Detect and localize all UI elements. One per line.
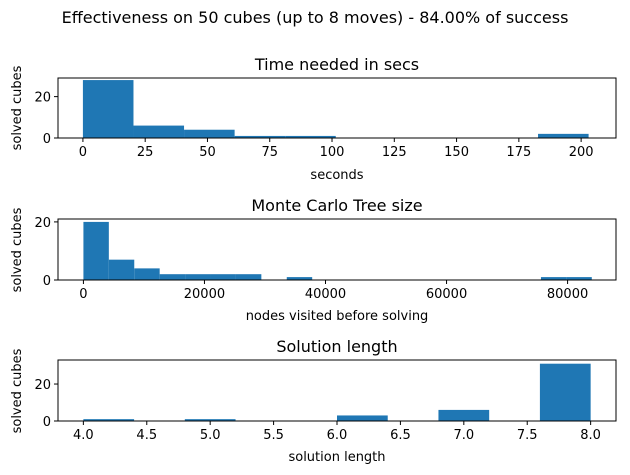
chart-tree-size-xtick-label-0: 0: [79, 287, 87, 302]
chart-tree-size-bar-6: [235, 274, 262, 280]
chart-solution-length-xtick-label-2: 5.0: [200, 428, 221, 443]
chart-time-xtick-label-3: 75: [261, 145, 278, 160]
chart-tree-size-xtick-label-4: 80000: [547, 287, 588, 302]
chart-tree-size-ytick-label-0: 0: [43, 274, 51, 289]
chart-time-bar-2: [184, 129, 235, 138]
chart-solution-length-xtick-label-3: 5.5: [263, 428, 284, 443]
chart-time-xtick-label-5: 125: [382, 145, 407, 160]
chart-solution-length-bar-5: [337, 415, 388, 421]
chart-time-bars: [82, 80, 589, 138]
chart-time-y-axis: 0 20: [34, 91, 58, 147]
chart-time-xtick-label-1: 25: [137, 145, 154, 160]
chart-tree-size-bar-18: [540, 277, 567, 280]
chart-solution-length: Solution length 4.0 4.5 5.0 5.5 6.0 6.5 7.0 7.5…: [10, 337, 617, 465]
chart-time-title: Time needed in secs: [254, 55, 419, 74]
chart-solution-length-xtick-label-4: 6.0: [327, 428, 348, 443]
chart-solution-length-xtick-label-6: 7.0: [453, 428, 474, 443]
chart-solution-length-title: Solution length: [276, 337, 397, 356]
chart-time-xlabel: seconds: [310, 168, 363, 183]
chart-time-ylabel: solved cubes: [10, 65, 25, 150]
chart-solution-length-plot-frame: [57, 359, 617, 422]
chart-tree-size-xtick-label-1: 20000: [184, 287, 225, 302]
chart-solution-length-x-axis: 4.0 4.5 5.0 5.5 6.0 6.5 7.0 7.5 8.0: [73, 421, 601, 443]
chart-tree-size-ylabel: solved cubes: [10, 207, 25, 292]
chart-tree-size-xtick-label-3: 60000: [426, 287, 467, 302]
chart-solution-length-xtick-label-8: 8.0: [580, 428, 601, 443]
chart-time-bar-3: [234, 135, 286, 138]
chart-tree-size-bar-5: [210, 274, 236, 280]
chart-time: Time needed in secs 0 25 50 75 100 125 150 175 2…: [10, 55, 617, 183]
chart-time-bar-1: [133, 125, 185, 138]
figure-title: Effectiveness on 50 cubes (up to 8 moves…: [62, 8, 569, 27]
chart-tree-size-bar-0: [83, 221, 109, 280]
chart-time-bar-9: [538, 133, 589, 138]
chart-time-bar-0: [82, 80, 134, 138]
chart-tree-size-bar-4: [185, 274, 211, 280]
chart-time-ytick-label-0: 0: [43, 132, 51, 147]
chart-tree-size-title: Monte Carlo Tree size: [251, 196, 422, 215]
chart-solution-length-ytick-label-0: 0: [43, 415, 51, 430]
chart-time-bar-4: [285, 135, 336, 138]
chart-time-ytick-label-1: 20: [34, 91, 51, 106]
chart-time-x-axis: 0 25 50 75 100 125 150 175 200: [79, 138, 594, 160]
chart-solution-length-ytick-label-1: 20: [34, 378, 51, 393]
chart-tree-size-ytick-label-1: 20: [34, 216, 51, 231]
chart-solution-length-ylabel: solved cubes: [10, 348, 25, 433]
chart-solution-length-xtick-label-1: 4.5: [136, 428, 157, 443]
chart-time-xtick-label-2: 50: [199, 145, 216, 160]
chart-solution-length-xtick-label-0: 4.0: [73, 428, 94, 443]
chart-tree-size-bar-8: [286, 277, 313, 280]
chart-time-xtick-label-6: 150: [444, 145, 469, 160]
chart-solution-length-xlabel: solution length: [288, 450, 385, 465]
chart-time-xtick-label-8: 200: [569, 145, 594, 160]
chart-tree-size-bar-2: [134, 268, 160, 280]
chart-solution-length-bar-9: [539, 363, 591, 421]
chart-time-plot-frame: [57, 77, 617, 139]
chart-time-xtick-label-7: 175: [506, 145, 531, 160]
chart-tree-size-x-axis: 0 20000 40000 60000 80000: [79, 280, 588, 302]
chart-time-xtick-label-0: 0: [79, 145, 87, 160]
chart-tree-size-bar-3: [159, 274, 186, 280]
chart-time-xtick-label-4: 100: [320, 145, 345, 160]
chart-tree-size-y-axis: 0 20: [34, 216, 58, 289]
chart-solution-length-y-axis: 0 20: [34, 378, 58, 430]
chart-tree-size: Monte Carlo Tree size 0 20000 40000 60000 80…: [10, 196, 617, 324]
chart-solution-length-bar-7: [438, 409, 490, 421]
chart-tree-size-xtick-label-2: 40000: [305, 287, 346, 302]
chart-tree-size-xlabel: nodes visited before solving: [246, 309, 429, 324]
chart-tree-size-bar-1: [108, 259, 135, 280]
chart-tree-size-bars: [83, 221, 592, 280]
chart-solution-length-bar-0: [83, 419, 135, 421]
chart-solution-length-xtick-label-5: 6.5: [390, 428, 411, 443]
chart-solution-length-bars: [83, 363, 591, 421]
chart-solution-length-xtick-label-7: 7.5: [517, 428, 538, 443]
chart-tree-size-bar-19: [566, 277, 592, 280]
chart-solution-length-bar-2: [184, 419, 236, 421]
chart-tree-size-plot-frame: [57, 218, 617, 281]
